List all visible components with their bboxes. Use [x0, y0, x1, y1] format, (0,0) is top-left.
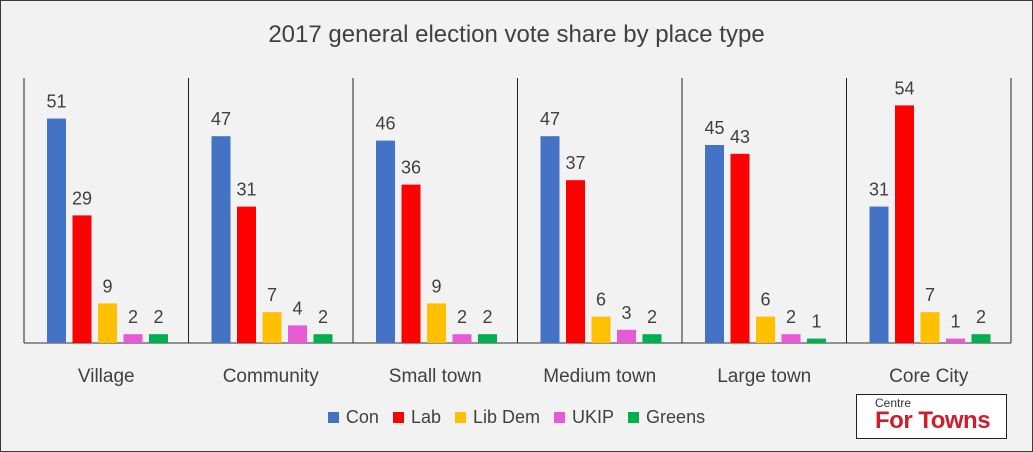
data-label: 3 — [621, 303, 631, 323]
bar — [149, 334, 168, 343]
legend-item: Greens — [628, 407, 705, 428]
bar — [869, 206, 889, 343]
data-label: 1 — [811, 312, 821, 332]
data-label: 31 — [869, 180, 889, 200]
bar — [98, 303, 117, 343]
data-label: 7 — [267, 285, 277, 305]
legend-item: UKIP — [554, 407, 614, 428]
data-label: 45 — [704, 118, 724, 138]
bar — [313, 334, 333, 343]
bar — [920, 312, 940, 343]
bar — [781, 334, 801, 343]
data-label: 46 — [375, 114, 395, 134]
chart-title: 2017 general election vote share by plac… — [268, 21, 765, 48]
data-label: 2 — [786, 307, 796, 327]
category-label: Village — [78, 366, 135, 387]
bar — [705, 145, 724, 343]
data-label: 47 — [211, 109, 231, 129]
data-label: 2 — [482, 307, 492, 327]
bar — [401, 184, 421, 343]
data-label: 2 — [128, 307, 138, 327]
bar — [452, 334, 472, 343]
bar — [427, 303, 446, 343]
legend-label: Lab — [410, 407, 441, 427]
data-label: 6 — [760, 290, 770, 310]
bar — [971, 334, 991, 343]
category-label: Community — [223, 366, 320, 387]
legend-item: Lab — [392, 407, 441, 428]
data-label: 43 — [730, 127, 750, 147]
bar — [946, 338, 965, 343]
legend-label: Greens — [646, 407, 706, 427]
legend-swatch — [554, 412, 566, 423]
data-label: 2 — [976, 307, 986, 327]
data-label: 2 — [647, 307, 657, 327]
category-label: Medium town — [543, 366, 656, 387]
legend-swatch — [455, 412, 466, 423]
data-label: 31 — [236, 180, 256, 200]
bar — [262, 312, 282, 343]
category-label: Large town — [717, 366, 811, 387]
data-label: 2 — [153, 307, 163, 327]
data-label: 37 — [565, 153, 585, 173]
bar — [730, 153, 750, 343]
data-label: 9 — [431, 276, 441, 296]
category-label: Small town — [389, 366, 482, 387]
bar — [756, 316, 775, 343]
data-label: 2 — [457, 307, 467, 327]
bar — [895, 105, 914, 344]
bar — [566, 180, 585, 343]
chart-legend: Con Lab Lib Dem UKIP Greens — [1, 407, 1032, 428]
legend-item: Con — [327, 407, 379, 428]
category-label: Core City — [889, 366, 969, 387]
data-label: 4 — [292, 298, 302, 318]
bar — [123, 334, 143, 343]
legend-label: Con — [345, 407, 379, 427]
bar — [72, 215, 92, 343]
data-label: 9 — [102, 276, 112, 296]
data-label: 1 — [950, 312, 960, 332]
bar — [478, 334, 497, 343]
bar — [237, 206, 256, 343]
logo-line-2: For Towns — [875, 407, 991, 434]
legend-label: UKIP — [572, 407, 615, 427]
legend-swatch — [392, 412, 404, 423]
bar — [376, 140, 395, 343]
bar — [288, 325, 307, 343]
legend-swatch — [327, 412, 339, 423]
data-label: 2 — [318, 307, 328, 327]
bar — [47, 118, 66, 343]
bar — [807, 338, 826, 343]
data-label: 36 — [401, 158, 421, 178]
data-label: 7 — [925, 285, 935, 305]
bar — [591, 316, 611, 343]
data-label: 6 — [596, 290, 606, 310]
data-label: 29 — [72, 188, 92, 208]
legend-label: Lib Dem — [473, 407, 541, 427]
bar — [540, 136, 560, 343]
legend-swatch — [628, 412, 640, 423]
bar — [617, 329, 636, 343]
bar — [211, 136, 231, 343]
bar — [642, 334, 662, 343]
data-label: 47 — [540, 109, 560, 129]
legend-item: Lib Dem — [455, 407, 540, 428]
logo-line-1: Centre — [875, 396, 912, 410]
data-label: 54 — [894, 78, 914, 98]
data-label: 51 — [46, 92, 66, 112]
centre-for-towns-logo: Centre For Towns — [856, 394, 1007, 439]
